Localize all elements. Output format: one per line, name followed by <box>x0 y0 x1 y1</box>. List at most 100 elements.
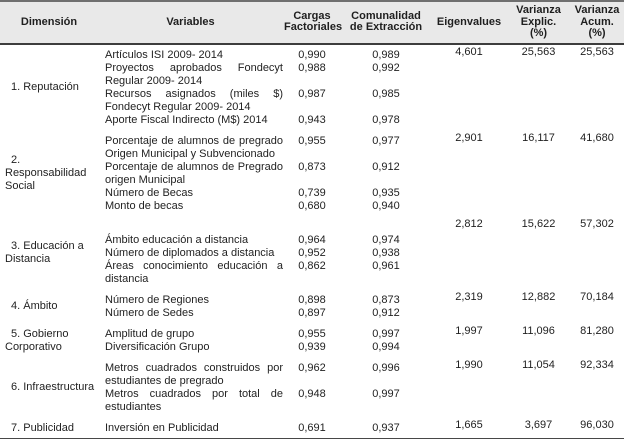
comunalidad-value: 0,974 <box>372 233 400 246</box>
variable-cell: Número de Sedes <box>105 306 194 319</box>
carga-value <box>283 221 341 234</box>
comunalidad-value: 0,989 <box>372 48 400 61</box>
dimension-cell: 2. Responsabilidad Social <box>5 154 87 192</box>
eigenvalue-cell: 4,601 <box>431 44 507 127</box>
table-row: Diversificación Grupo 0,939 0,994 <box>0 341 624 354</box>
varianza-explic-cell: 16,117 <box>507 131 570 213</box>
table-row: 4. Ámbito Número de Regiones 0,898 0,873 2,3… <box>0 290 624 313</box>
table-body: 1. Reputación Artículos ISI 2009- 2014 0,9… <box>0 44 624 439</box>
column-header-varianza-explic: Varianza Explic. (%) <box>507 1 570 44</box>
carga-value: 0,897 <box>298 306 326 319</box>
variable-cell: Número de Becas <box>105 186 194 199</box>
dimension-cell: 3. Educación a Distancia <box>5 240 84 265</box>
eigenvalue-value: 1,665 <box>455 418 483 431</box>
table-row: Número de Becas 0,739 0,935 <box>0 187 624 200</box>
table-end-padding-cell <box>0 435 624 439</box>
varianza-acum-value: 96,030 <box>580 418 614 431</box>
comunalidad-value: 0,961 <box>372 259 400 272</box>
carga-value: 0,952 <box>298 246 326 259</box>
column-header-cargas-factoriales: Cargas Factoriales <box>283 1 342 44</box>
varianza-explic-value: 12,882 <box>521 290 556 303</box>
eigenvalue-cell: 2,901 <box>431 131 507 213</box>
table-row: Ámbito educación a distancia 0,964 0,974 <box>0 234 624 247</box>
varianza-explic-value: 16,117 <box>522 131 555 144</box>
varianza-acum-cell: 70,184 <box>570 290 624 320</box>
eigenvalue-value: 1,997 <box>455 324 483 337</box>
carga-value: 0,691 <box>298 421 326 434</box>
varianza-acum-value: 70,184 <box>580 290 614 303</box>
carga-value: 0,939 <box>298 340 326 353</box>
column-header-dimension: Dimensión <box>0 1 98 44</box>
variable-cell: Metros cuadrados por total de estudiante… <box>105 387 283 413</box>
comunalidad-value: 0,992 <box>372 61 400 74</box>
eigenvalue-cell: 1,990 <box>431 359 507 414</box>
table-row: 3. Educación a Distancia 2,812 15,622 57,30… <box>0 217 624 266</box>
varianza-acum-cell: 81,280 <box>570 325 624 354</box>
comunalidad-value: 0,873 <box>372 293 400 306</box>
variable-cell: Porcentaje de alumnos de Pregrado origen… <box>105 160 283 186</box>
varianza-explic-cell: 15,622 <box>507 217 570 286</box>
varianza-explic-cell: 25,563 <box>507 44 570 127</box>
varianza-explic-value: 15,622 <box>521 217 556 230</box>
eigenvalue-value: 2,901 <box>455 131 483 144</box>
varianza-acum-cell: 25,563 <box>570 44 624 127</box>
variable-cell: Proyectos aprobados Fondecyt Regular 200… <box>105 61 283 87</box>
dimension-cell: 6. Infraestructura <box>11 381 95 393</box>
comunalidad-value: 0,937 <box>372 421 400 434</box>
varianza-explic-cell: 3,697 <box>507 419 570 435</box>
varianza-acum-cell: 57,302 <box>570 218 624 286</box>
carga-value: 0,862 <box>298 259 326 272</box>
eigenvalue-cell: 1,997 <box>431 324 507 354</box>
variable-cell: Amplitud de grupo <box>105 327 195 340</box>
varianza-acum-cell: 96,030 <box>570 418 624 435</box>
comunalidad-value: 0,997 <box>372 387 400 400</box>
carga-value: 0,898 <box>298 293 326 306</box>
table-row: 5. Gobierno Corporativo Amplitud de grupo… <box>0 325 624 353</box>
carga-value: 0,739 <box>298 186 326 199</box>
table-row: 7. Publicidad Inversión en Publicidad 0,69… <box>0 418 624 435</box>
carga-value: 0,948 <box>298 387 326 400</box>
comunalidad-value: 0,912 <box>372 160 400 173</box>
varianza-acum-value: 92,334 <box>580 358 614 371</box>
variable-cell: Aporte Fiscal Indirecto (M$) 2014 <box>105 113 268 126</box>
varianza-acum-value: 41,680 <box>580 131 614 144</box>
varianza-explic-cell: 11,096 <box>507 325 570 354</box>
table-row: Áreas conocimiento educación a distancia… <box>0 260 624 286</box>
comunalidad-value: 0,985 <box>372 87 400 100</box>
carga-value: 0,955 <box>298 327 326 340</box>
dimension-cell: 5. Gobierno Corporativo <box>5 327 69 353</box>
table-header-row: Dimensión Variables Cargas Factoriales C… <box>0 1 624 44</box>
dimension-cell: 7. Publicidad <box>11 421 74 434</box>
column-header-eigenvalues: Eigenvalues <box>431 1 507 44</box>
comunalidad-value: 0,938 <box>372 246 400 259</box>
table-row: Proyectos aprobados Fondecyt Regular 200… <box>0 62 624 88</box>
variable-cell: Artículos ISI 2009- 2014 <box>105 48 224 61</box>
variable-cell: Recursos asignados (miles $) Fondecyt Re… <box>105 87 283 113</box>
variable-cell: Inversión en Publicidad <box>105 421 219 434</box>
table-row: 6. Infraestructura Metros cuadrados const… <box>0 358 624 394</box>
variable-cell: Áreas conocimiento educación a distancia <box>105 259 283 285</box>
carga-value: 0,873 <box>298 160 326 173</box>
comunalidad-value: 0,997 <box>372 327 400 340</box>
table-end-padding <box>0 435 624 439</box>
carga-value: 0,962 <box>298 361 326 374</box>
comunalidad-value: 0,977 <box>372 134 400 147</box>
comunalidad-value: 0,940 <box>372 199 400 212</box>
carga-value: 0,680 <box>298 199 326 212</box>
table-row: 1. Reputación Artículos ISI 2009- 2014 0,9… <box>0 44 624 94</box>
eigenvalue-value: 2,812 <box>455 217 483 230</box>
eigenvalue-value: 2,319 <box>455 290 483 303</box>
variable-cell: Número de diplomados a distancia <box>105 246 275 259</box>
comunalidad-value <box>341 221 431 234</box>
varianza-explic-value: 25,563 <box>521 45 556 58</box>
carga-value: 0,955 <box>298 134 326 147</box>
carga-value: 0,964 <box>298 233 326 246</box>
comunalidad-value: 0,912 <box>372 306 400 319</box>
table-row: Recursos asignados (miles $) Fondecyt Re… <box>0 88 624 114</box>
carga-value: 0,990 <box>298 48 326 61</box>
varianza-explic-value: 11,054 <box>522 358 555 371</box>
variable-cell: Porcentaje de alumnos de pregrado Origen… <box>105 134 283 160</box>
variable-cell: Número de Regiones <box>105 293 209 306</box>
